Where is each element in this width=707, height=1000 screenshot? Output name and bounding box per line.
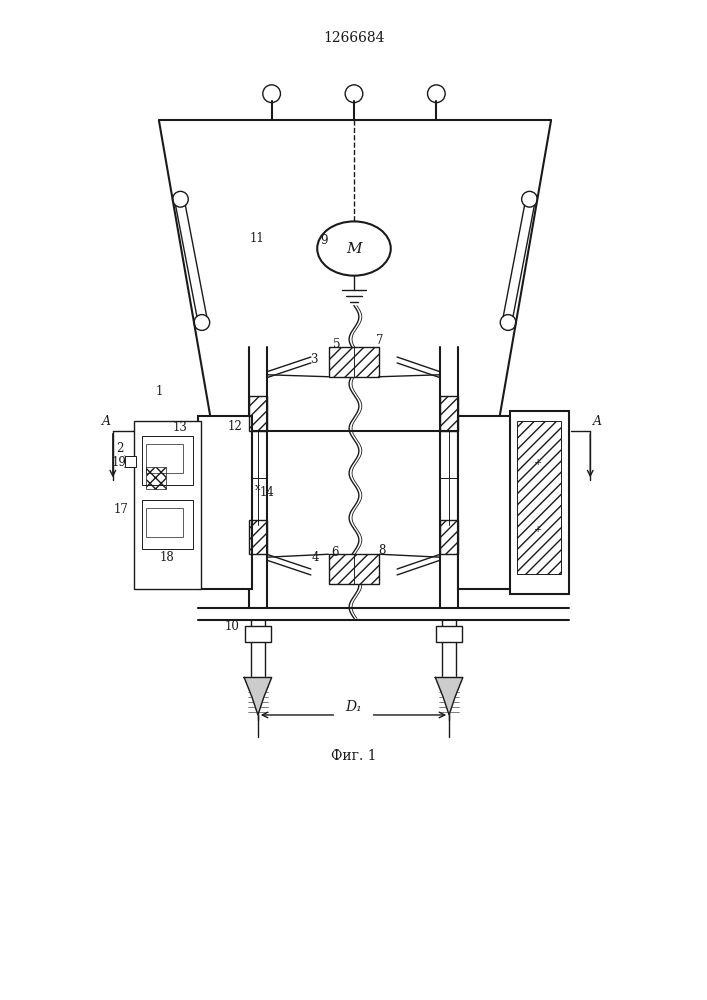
Ellipse shape: [317, 221, 391, 276]
Text: +: +: [534, 458, 542, 467]
Bar: [142, 436, 193, 485]
Bar: [517, 421, 561, 574]
Text: 12: 12: [228, 420, 243, 433]
Bar: [329, 554, 354, 584]
Bar: [440, 396, 458, 431]
Text: 17: 17: [113, 503, 128, 516]
Bar: [510, 411, 568, 594]
Text: 6: 6: [332, 546, 339, 559]
Bar: [354, 347, 380, 377]
Bar: [329, 554, 380, 584]
Bar: [245, 626, 271, 642]
Bar: [146, 444, 183, 473]
Text: 3: 3: [310, 353, 317, 366]
Bar: [354, 554, 380, 584]
Bar: [124, 456, 136, 467]
Text: 7: 7: [375, 334, 383, 347]
Text: 8: 8: [378, 544, 385, 557]
Bar: [142, 500, 193, 549]
Text: 14: 14: [259, 486, 274, 499]
Text: A: A: [102, 415, 110, 428]
Bar: [249, 396, 267, 431]
Bar: [458, 416, 512, 589]
Text: 2: 2: [116, 442, 124, 455]
Bar: [146, 467, 165, 489]
Text: 11: 11: [250, 232, 264, 245]
Text: 5: 5: [332, 338, 340, 351]
Bar: [329, 347, 354, 377]
Bar: [249, 520, 267, 554]
Bar: [436, 626, 462, 642]
Polygon shape: [436, 678, 463, 715]
Text: 4: 4: [312, 551, 320, 564]
Text: 10: 10: [225, 620, 240, 633]
Text: 9: 9: [320, 234, 327, 247]
Text: 1: 1: [156, 385, 163, 398]
Text: 18: 18: [159, 551, 174, 564]
Bar: [329, 347, 380, 377]
Text: M: M: [346, 242, 362, 256]
Text: D₁: D₁: [345, 700, 362, 714]
Bar: [440, 520, 458, 554]
Text: x: x: [255, 483, 261, 492]
Text: 13: 13: [173, 421, 188, 434]
Text: 19: 19: [111, 456, 126, 469]
Text: Фиг. 1: Фиг. 1: [332, 749, 377, 763]
Bar: [134, 421, 201, 589]
Text: +: +: [534, 525, 542, 534]
Text: 1266684: 1266684: [323, 31, 385, 45]
Polygon shape: [244, 678, 271, 715]
Text: A: A: [592, 415, 602, 428]
Bar: [146, 508, 183, 537]
Bar: [198, 416, 252, 589]
